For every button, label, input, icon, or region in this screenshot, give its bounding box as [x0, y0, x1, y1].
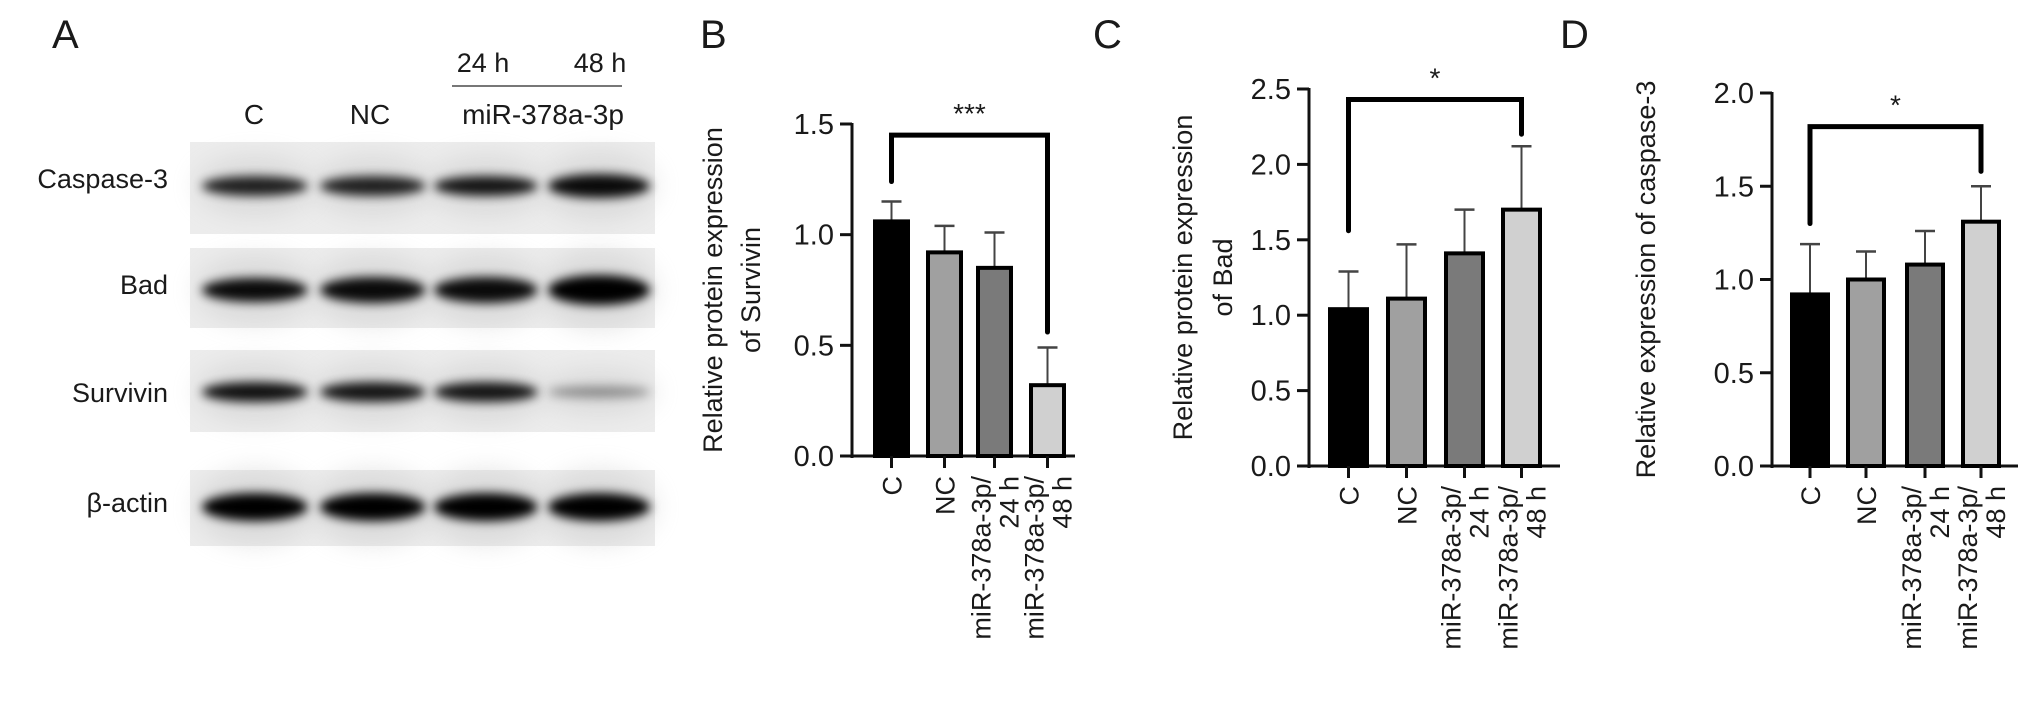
bar: [1328, 307, 1369, 468]
bar: [1961, 219, 2001, 468]
panel-label-c: C: [1093, 13, 1122, 57]
row-label-beta-actin: β-actin: [86, 488, 168, 518]
row-label-bad: Bad: [120, 270, 168, 300]
panel-label-a: A: [52, 13, 79, 57]
x-tick-label: 24 h: [995, 476, 1025, 529]
significance-label: *: [1430, 63, 1441, 94]
y-tick-label: 2.5: [1251, 74, 1291, 106]
time-label-24h: 24 h: [457, 48, 510, 78]
x-tick-label: 24 h: [1465, 486, 1495, 539]
bar: [1790, 292, 1830, 469]
y-axis-label: of Bad: [1208, 238, 1238, 316]
significance-label: ***: [953, 98, 986, 129]
protein-band: [202, 382, 308, 402]
protein-band: [548, 174, 650, 198]
panel-label-d: D: [1560, 13, 1589, 57]
panel-label-b: B: [700, 13, 727, 57]
protein-band: [434, 176, 538, 196]
protein-band: [434, 277, 538, 303]
y-tick-label: 0.5: [794, 330, 834, 362]
significance-bracket: [889, 132, 1050, 335]
protein-band: [434, 493, 538, 521]
significance-bracket: [1346, 97, 1524, 234]
row-label-survivin: Survivin: [72, 378, 168, 408]
bar: [1386, 296, 1427, 468]
x-tick-label: NC: [1393, 486, 1423, 525]
bar: [1501, 207, 1542, 468]
x-tick-label: miR-378a-3p/: [1897, 486, 1927, 650]
protein-band: [202, 176, 308, 196]
y-tick-label: 1.0: [794, 220, 834, 252]
protein-band: [320, 493, 426, 521]
significance-label: *: [1890, 90, 1901, 121]
protein-band: [320, 277, 426, 303]
y-axis-label: Relative protein expression: [698, 127, 728, 453]
protein-band: [548, 493, 650, 521]
x-tick-label: miR-378a-3p/: [1437, 486, 1467, 650]
protein-band: [202, 278, 308, 302]
bar: [926, 250, 963, 458]
x-tick-label: C: [1335, 486, 1365, 506]
x-tick-label: 48 h: [1522, 486, 1552, 539]
protein-band: [320, 382, 426, 402]
x-tick-label: miR-378a-3p/: [1953, 486, 1983, 650]
protein-band: [548, 386, 650, 398]
y-tick-label: 2.0: [1714, 78, 1754, 110]
y-axis-label: of Survivin: [736, 227, 766, 353]
charts: Relative protein expression of Survivin 0.…: [698, 63, 2018, 650]
significance-bracket: [1807, 124, 1984, 227]
y-tick-label: 1.5: [794, 109, 834, 141]
lane-label-c: C: [244, 99, 264, 130]
y-tick-label: 1.0: [1251, 300, 1291, 332]
x-tick-label: C: [878, 476, 908, 496]
row-label-caspase3: Caspase-3: [37, 164, 168, 194]
lane-label-nc: NC: [350, 99, 390, 130]
y-tick-label: 0.0: [1251, 451, 1291, 483]
bar: [873, 219, 910, 458]
y-tick-label: 1.0: [1714, 265, 1754, 297]
y-tick-label: 0.5: [1251, 376, 1291, 408]
x-tick-label: NC: [931, 476, 961, 515]
chart-d: Relative expression of caspase-3 0.0 0.5 1.…: [1631, 78, 2018, 650]
x-tick-label: C: [1796, 486, 1826, 506]
lane-label-mir: miR-378a-3p: [462, 99, 624, 130]
x-tick-label: 24 h: [1925, 486, 1955, 539]
western-blot-image: [190, 142, 656, 546]
bar: [1846, 277, 1886, 468]
y-axis-label: Relative expression of caspase-3: [1631, 81, 1661, 479]
bar: [1444, 251, 1485, 468]
bar: [1905, 262, 1945, 468]
panel-a: A 24 h 48 h C NC miR-378a-3p Caspase-3 B…: [37, 13, 656, 546]
time-label-48h: 48 h: [574, 48, 627, 78]
chart-c: Relative protein expression of Bad 0.0 0.5 1…: [1168, 63, 1560, 650]
bar: [976, 265, 1013, 458]
y-tick-label: 1.5: [1714, 171, 1754, 203]
y-tick-label: 0.0: [794, 441, 834, 473]
y-tick-label: 2.0: [1251, 149, 1291, 181]
x-tick-label: NC: [1852, 486, 1882, 525]
bar: [1029, 383, 1066, 459]
protein-band: [320, 176, 426, 196]
y-axis-label: Relative protein expression: [1168, 115, 1198, 441]
y-tick-label: 0.0: [1714, 451, 1754, 483]
protein-band: [434, 382, 538, 402]
x-tick-label: miR-378a-3p/: [967, 476, 997, 640]
y-tick-label: 0.5: [1714, 358, 1754, 390]
protein-band: [202, 493, 308, 521]
protein-band: [548, 275, 650, 305]
x-tick-label: 48 h: [1981, 486, 2011, 539]
y-tick-label: 1.5: [1251, 225, 1291, 257]
x-tick-label: miR-378a-3p/: [1494, 486, 1524, 650]
chart-b: Relative protein expression of Survivin 0.…: [698, 98, 1078, 640]
x-tick-label: 48 h: [1048, 476, 1078, 529]
x-tick-label: miR-378a-3p/: [1020, 476, 1050, 640]
